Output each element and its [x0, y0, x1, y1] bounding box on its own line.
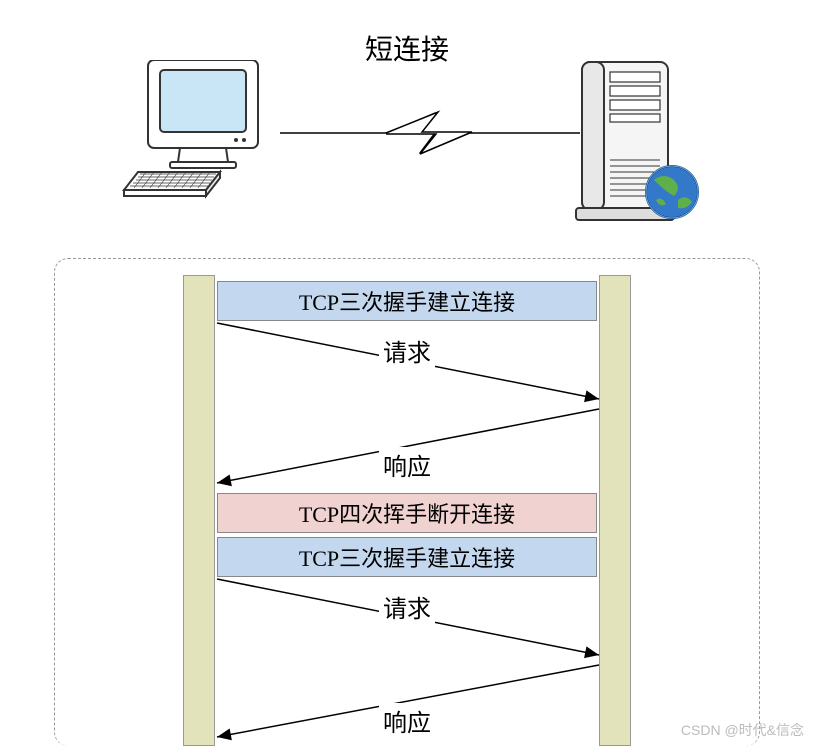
watermark-text: CSDN @时代&信念 — [681, 720, 804, 740]
header-section: 短连接 — [0, 0, 814, 240]
zigzag-connector-icon — [280, 108, 580, 158]
diagram-title: 短连接 — [365, 28, 449, 68]
client-lifeline — [183, 275, 215, 746]
server-lifeline — [599, 275, 631, 746]
server-tower-icon — [574, 60, 704, 235]
client-computer-icon — [120, 60, 280, 215]
sequence-diagram: TCP三次握手建立连接请求响应TCP四次挥手断开连接TCP三次握手建立连接请求响… — [54, 258, 760, 746]
arrow-label: 响应 — [379, 703, 435, 738]
